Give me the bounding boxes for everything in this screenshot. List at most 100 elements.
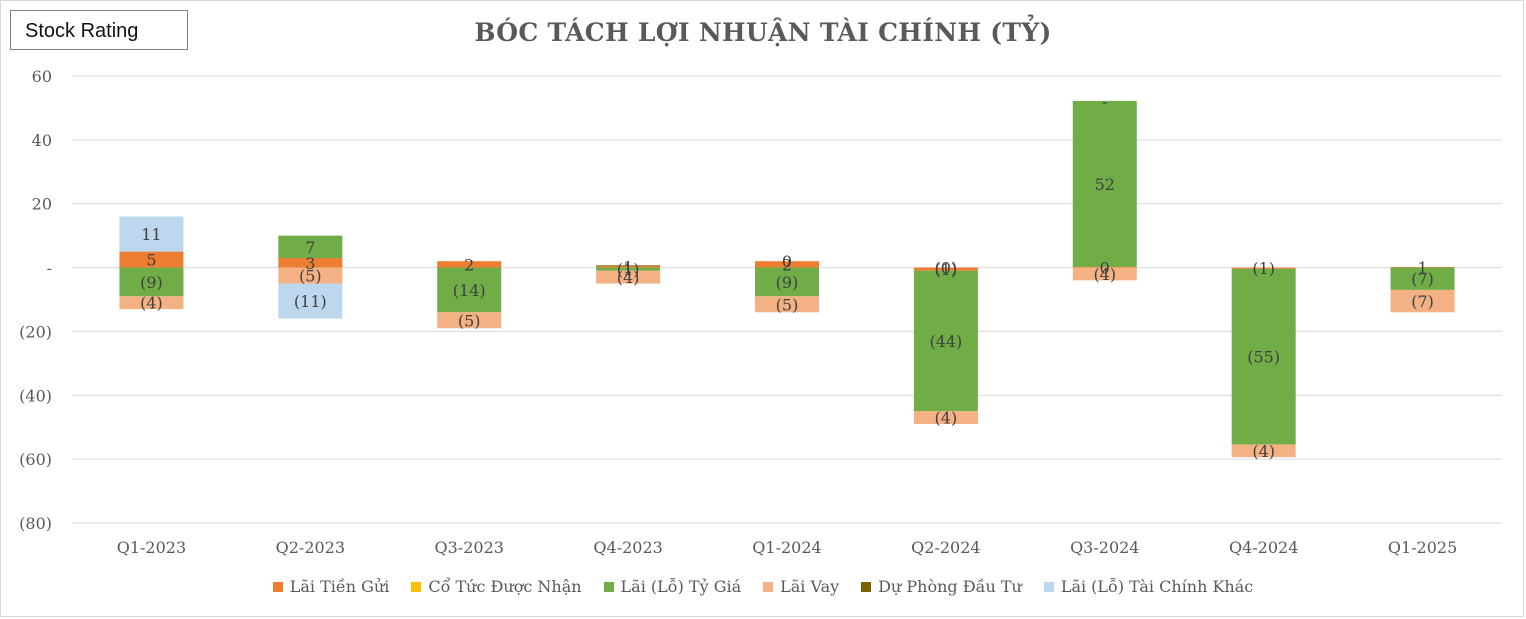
x-tick-label: Q1-2024 xyxy=(752,538,821,557)
bar-segment xyxy=(755,261,819,268)
data-label: 52 xyxy=(1095,175,1115,194)
x-tick-label: Q1-2025 xyxy=(1388,538,1457,557)
legend-label: Lãi Vay xyxy=(780,577,840,596)
bar-segment xyxy=(1072,266,1137,268)
data-label: (7) xyxy=(1411,270,1434,289)
data-label: 0 xyxy=(782,252,792,271)
data-label: (14) xyxy=(453,281,486,300)
data-label: 7 xyxy=(305,238,315,257)
bar-segment xyxy=(119,251,184,268)
bar-segment xyxy=(278,235,343,258)
data-label: 1 xyxy=(1417,258,1427,277)
bar-segment xyxy=(755,296,819,313)
x-tick-label: Q3-2023 xyxy=(435,538,504,557)
data-label: (44) xyxy=(929,332,962,351)
x-tick-label: Q2-2023 xyxy=(276,538,345,557)
data-label: (5) xyxy=(458,311,481,330)
legend-item: Lãi (Lỗ) Tài Chính Khác xyxy=(1043,577,1254,596)
bar-segment xyxy=(119,296,184,310)
y-tick-label: 60 xyxy=(32,67,52,86)
data-label: 2 xyxy=(782,255,792,274)
bar-segment xyxy=(437,261,502,268)
bar-segment xyxy=(437,267,502,313)
bar-segment xyxy=(278,283,343,319)
legend-swatch xyxy=(763,581,774,592)
data-label: 2 xyxy=(464,255,474,274)
bar-segment xyxy=(1390,267,1455,290)
bar-segment xyxy=(913,411,978,425)
bar-segment xyxy=(1072,100,1137,267)
data-label: (4) xyxy=(617,268,640,287)
data-label: (1) xyxy=(617,260,640,279)
legend-swatch xyxy=(1043,581,1054,592)
data-label: (4) xyxy=(140,294,163,313)
bar-segment xyxy=(1390,289,1455,313)
data-label: (5) xyxy=(776,295,799,314)
y-tick-label: (60) xyxy=(19,450,52,469)
legend-label: Cổ Tức Được Nhận xyxy=(428,577,582,596)
x-tick-label: Q1-2023 xyxy=(117,538,186,557)
legend-swatch xyxy=(272,581,283,592)
data-label: 0 xyxy=(1100,258,1110,277)
y-tick-label: (20) xyxy=(19,322,52,341)
chart-legend: Lãi Tiền Gửi Cổ Tức Được Nhận Lãi (Lỗ) Tỷ … xyxy=(0,577,1526,596)
bar-segment xyxy=(596,266,661,268)
chart-title: BÓC TÁCH LỢI NHUẬN TÀI CHÍNH (TỶ) xyxy=(474,18,1052,47)
bar-segment xyxy=(913,270,978,412)
data-label: (9) xyxy=(140,273,163,292)
bar-segment xyxy=(1072,267,1137,281)
data-label: (5) xyxy=(299,267,322,286)
legend-swatch xyxy=(411,581,422,592)
bar-segment xyxy=(278,267,343,284)
stock-rating-badge: Stock Rating xyxy=(10,10,188,50)
bar-segment xyxy=(755,267,819,297)
x-tick-label: Q2-2024 xyxy=(911,538,980,557)
data-label: (4) xyxy=(1093,265,1116,284)
data-label: 1 xyxy=(623,258,633,277)
x-tick-label: Q4-2023 xyxy=(593,538,662,557)
y-tick-label: (80) xyxy=(19,514,52,533)
y-tick-label: 40 xyxy=(32,131,52,150)
data-label: (7) xyxy=(1411,292,1434,311)
y-tick-label: (40) xyxy=(19,386,52,405)
bar-segment xyxy=(596,267,661,271)
data-label: (9) xyxy=(776,273,799,292)
x-tick-label: Q3-2024 xyxy=(1070,538,1139,557)
data-label: 11 xyxy=(141,225,161,244)
legend-item: Cổ Tức Được Nhận xyxy=(411,577,582,596)
y-tick-label: - xyxy=(47,259,52,278)
data-label: (1) xyxy=(935,260,958,279)
legend-item: Lãi Vay xyxy=(763,577,839,596)
data-label: (11) xyxy=(294,292,327,311)
bar-segment xyxy=(278,257,343,268)
bar-segment xyxy=(596,270,661,284)
data-label: 3 xyxy=(305,254,315,273)
bar-segment xyxy=(119,267,184,297)
legend-label: Dự Phòng Đầu Tư xyxy=(878,577,1022,596)
legend-swatch xyxy=(861,581,872,592)
data-label: (4) xyxy=(1252,442,1275,461)
legend-label: Lãi Tiền Gửi xyxy=(289,577,390,596)
x-tick-label: Q4-2024 xyxy=(1229,538,1298,557)
bar-segment xyxy=(1231,444,1296,458)
data-label: (0) xyxy=(935,259,958,278)
data-label: (55) xyxy=(1247,348,1280,367)
bar-segment xyxy=(596,265,661,267)
bar-segment xyxy=(913,267,978,271)
data-label: (4) xyxy=(935,409,958,428)
legend-label: Lãi (Lỗ) Tỷ Giá xyxy=(620,577,742,596)
legend-item: Dự Phòng Đầu Tư xyxy=(861,577,1022,596)
bar-segment xyxy=(119,216,184,252)
data-label: - xyxy=(1102,92,1107,111)
legend-swatch xyxy=(603,581,614,592)
bar-segment xyxy=(1390,266,1455,268)
legend-item: Lãi (Lỗ) Tỷ Giá xyxy=(603,577,742,596)
data-label: 5 xyxy=(146,251,156,270)
y-tick-label: 20 xyxy=(32,195,52,214)
legend-item: Lãi Tiền Gửi xyxy=(272,577,390,596)
bar-segment xyxy=(1231,268,1296,445)
legend-label: Lãi (Lỗ) Tài Chính Khác xyxy=(1060,577,1254,596)
bar-segment xyxy=(437,312,502,329)
